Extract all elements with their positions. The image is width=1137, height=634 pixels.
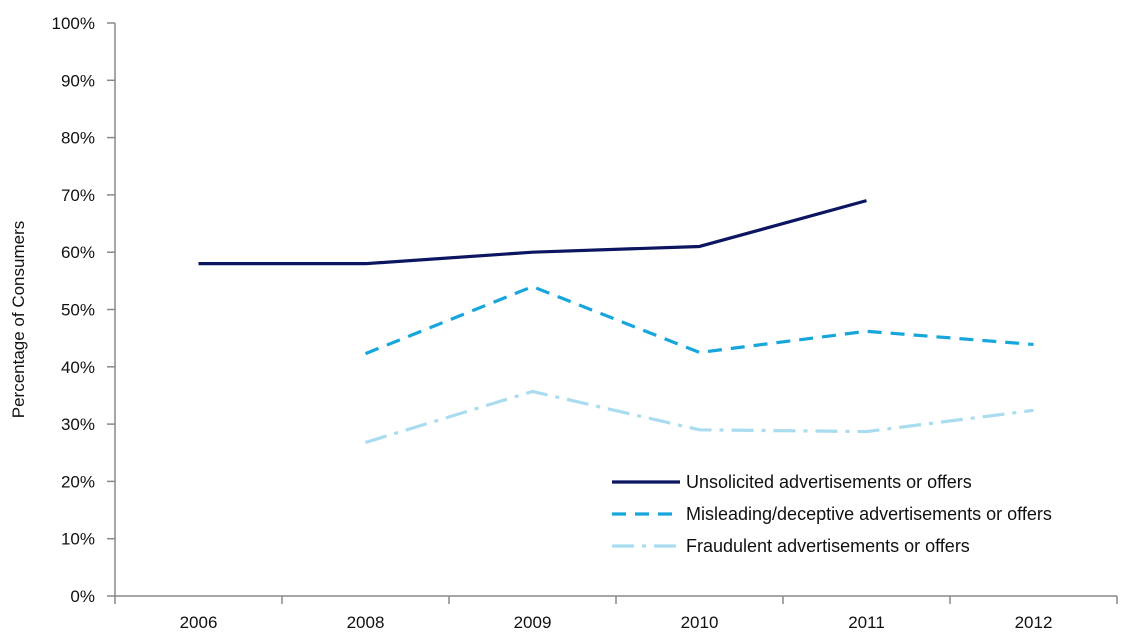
y-axis-ticks: 0% 10% 20% 30% 40% 50% 60% 70% 80% 90% 100% bbox=[52, 14, 115, 606]
y-tick-label: 100% bbox=[52, 14, 95, 33]
series-layer bbox=[198, 199, 1034, 444]
x-tick-label: 2010 bbox=[681, 613, 719, 632]
y-tick-label: 70% bbox=[61, 186, 95, 205]
y-tick-label: 30% bbox=[61, 415, 95, 434]
y-tick-label: 80% bbox=[61, 129, 95, 148]
legend-label-2: Misleading/deceptive advertisements or o… bbox=[686, 504, 1052, 524]
x-tick-label: 2012 bbox=[1015, 613, 1053, 632]
series-line-3 bbox=[365, 389, 1034, 444]
y-tick-label: 10% bbox=[61, 530, 95, 549]
y-axis-title: Percentage of Consumers bbox=[9, 221, 28, 419]
x-axis-ticks: 2006 2008 2009 2010 2011 2012 bbox=[114, 596, 1118, 632]
x-tick-label: 2008 bbox=[347, 613, 385, 632]
legend-label-1: Unsolicited advertisements or offers bbox=[686, 472, 972, 492]
x-tick-label: 2006 bbox=[180, 613, 218, 632]
y-tick-label: 90% bbox=[61, 71, 95, 90]
legend-label-3: Fraudulent advertisements or offers bbox=[686, 536, 970, 556]
x-tick-label: 2009 bbox=[514, 613, 552, 632]
y-tick-label: 0% bbox=[70, 587, 95, 606]
legend: Unsolicited advertisements or offers Misl… bbox=[612, 472, 1052, 556]
y-tick-label: 40% bbox=[61, 358, 95, 377]
series-line-1 bbox=[198, 199, 867, 266]
y-tick-label: 50% bbox=[61, 301, 95, 320]
x-tick-label: 2011 bbox=[848, 613, 885, 632]
y-tick-label: 60% bbox=[61, 243, 95, 262]
y-tick-label: 20% bbox=[61, 472, 95, 491]
series-line-2 bbox=[364, 284, 1034, 356]
